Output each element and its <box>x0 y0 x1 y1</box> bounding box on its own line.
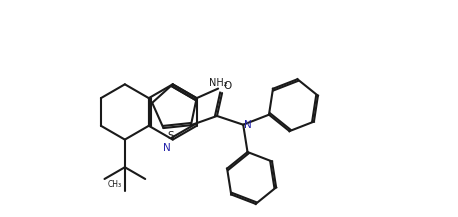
Text: NH₂: NH₂ <box>209 78 228 88</box>
Text: S: S <box>167 131 174 141</box>
Text: CH₃: CH₃ <box>108 180 122 189</box>
Text: N: N <box>163 143 171 153</box>
Text: O: O <box>223 81 231 91</box>
Text: N: N <box>244 120 252 130</box>
